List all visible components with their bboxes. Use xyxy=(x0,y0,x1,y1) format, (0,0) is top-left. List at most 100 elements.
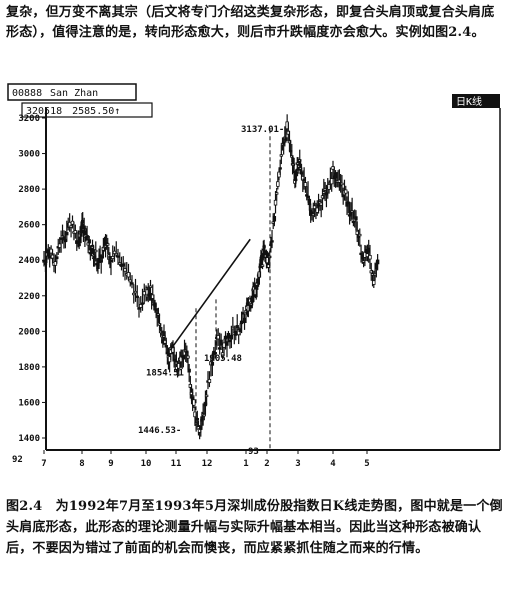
x-tick-label: 3 xyxy=(295,459,300,469)
candle-body xyxy=(270,240,274,243)
x-tick-label: 9 xyxy=(108,459,113,469)
candle-body xyxy=(210,361,215,366)
candle-body xyxy=(109,259,113,263)
candle-body xyxy=(195,417,200,421)
annotation-label: 1905.48 xyxy=(204,354,242,364)
candle-body xyxy=(239,320,244,325)
candle-body xyxy=(94,249,98,253)
candle-body xyxy=(116,255,120,258)
candle-body xyxy=(358,233,362,237)
candle-body xyxy=(135,295,139,298)
y-tick-label: 3000 xyxy=(18,150,40,160)
status-box xyxy=(21,102,153,118)
candle-body xyxy=(241,312,245,315)
kline-chart: 00888 San Zhan 320518 2585.50↑ 日K线 32003… xyxy=(7,83,501,469)
candle-body xyxy=(274,192,279,195)
candle-body xyxy=(142,291,146,296)
candle-body xyxy=(139,304,143,308)
x-tick-label: 1 xyxy=(243,459,248,469)
candle-body xyxy=(82,225,86,230)
x-tick-label: 11 xyxy=(171,459,182,469)
x-tick-label: 5 xyxy=(364,459,369,469)
candle-body xyxy=(272,216,277,222)
x-tick-label: 4 xyxy=(330,459,336,469)
annotation-label: 1446.53- xyxy=(138,426,181,436)
candle-body xyxy=(121,263,125,267)
x-tick-label: 12 xyxy=(202,459,213,469)
candle-body xyxy=(276,181,280,187)
candle-body xyxy=(118,262,122,265)
x-start-year-label: 92 xyxy=(12,455,23,465)
candle-body xyxy=(192,399,196,406)
candle-body xyxy=(273,199,278,206)
corner-badge-text: 日K线 xyxy=(456,95,482,108)
candle-body xyxy=(133,290,138,294)
candle-body xyxy=(128,279,132,283)
candle-body xyxy=(140,302,145,305)
candle-body xyxy=(303,182,308,187)
chart-figure: 00888 San Zhan 320518 2585.50↑ 日K线 3200 3… xyxy=(0,82,511,474)
y-tick-label: 2000 xyxy=(18,327,40,337)
candle-body xyxy=(344,189,348,194)
y-tick-group: 3200 3000 2800 2600 2400 2200 2000 1800 1600 1400 xyxy=(18,114,46,444)
candle-body xyxy=(219,339,223,346)
candle-body xyxy=(132,292,136,296)
y-tick-label: 1800 xyxy=(18,363,40,373)
candle-body xyxy=(148,285,153,288)
candle-body xyxy=(207,379,212,383)
candle-body xyxy=(213,352,217,355)
candle-body xyxy=(354,216,358,221)
candle-body xyxy=(114,253,118,256)
y-tick-label: 2600 xyxy=(18,221,40,231)
x-year-label: 93 xyxy=(248,447,259,457)
y-tick-label: 3200 xyxy=(18,114,40,124)
candle-body xyxy=(126,272,131,278)
candle-body xyxy=(108,256,112,259)
x-tick-label: 8 xyxy=(79,459,84,469)
y-tick-label: 1400 xyxy=(18,434,40,444)
y-tick-label: 1600 xyxy=(18,398,40,408)
candle-body xyxy=(225,341,229,346)
candle-body xyxy=(65,232,69,236)
x-tick-label: 7 xyxy=(41,459,46,469)
candle-body xyxy=(111,256,115,260)
status-text: 320518 2585.50↑ xyxy=(26,106,120,117)
candle-body xyxy=(106,243,110,246)
candle-group xyxy=(42,114,380,440)
candle-body xyxy=(307,198,312,206)
neckline xyxy=(169,238,251,351)
candle-body xyxy=(329,178,334,185)
candle-body xyxy=(278,167,282,170)
candle-body xyxy=(202,414,206,417)
y-tick-label: 2400 xyxy=(18,256,40,266)
candle-body xyxy=(186,355,190,359)
x-tick-label: 10 xyxy=(141,459,152,469)
corner-badge xyxy=(452,94,500,108)
annotation-label: 3137.01- xyxy=(241,125,284,135)
candle-body xyxy=(55,256,59,260)
candle-body xyxy=(123,268,127,272)
y-tick-label: 2800 xyxy=(18,185,40,195)
candle-body xyxy=(185,350,189,353)
candle-body xyxy=(235,325,239,329)
annotation-group: 3137.01- 1854.51 1905.48 1446.53- xyxy=(138,125,284,450)
candle-body xyxy=(340,182,344,186)
candle-body xyxy=(77,243,81,247)
candle-body xyxy=(375,259,380,265)
annotation-label: 1854.51 xyxy=(146,368,184,378)
header-box xyxy=(7,83,137,101)
candle-body xyxy=(99,260,103,263)
stock-name: San Zhan xyxy=(50,88,98,99)
candle-body xyxy=(130,282,134,285)
candle-body xyxy=(43,262,48,266)
candle-body xyxy=(284,137,288,141)
candle-body xyxy=(279,154,284,157)
candle-body xyxy=(87,239,91,244)
candle-body xyxy=(204,394,209,398)
candle-body xyxy=(187,368,191,373)
y-tick-label: 2200 xyxy=(18,292,40,302)
candle-body xyxy=(368,255,372,260)
intro-paragraph: 复杂，但万变不离其宗（后文将专门介绍这类复杂形态，即复合头肩顶或复合头肩底形态）… xyxy=(6,5,495,40)
stock-code: 00888 xyxy=(12,88,42,99)
